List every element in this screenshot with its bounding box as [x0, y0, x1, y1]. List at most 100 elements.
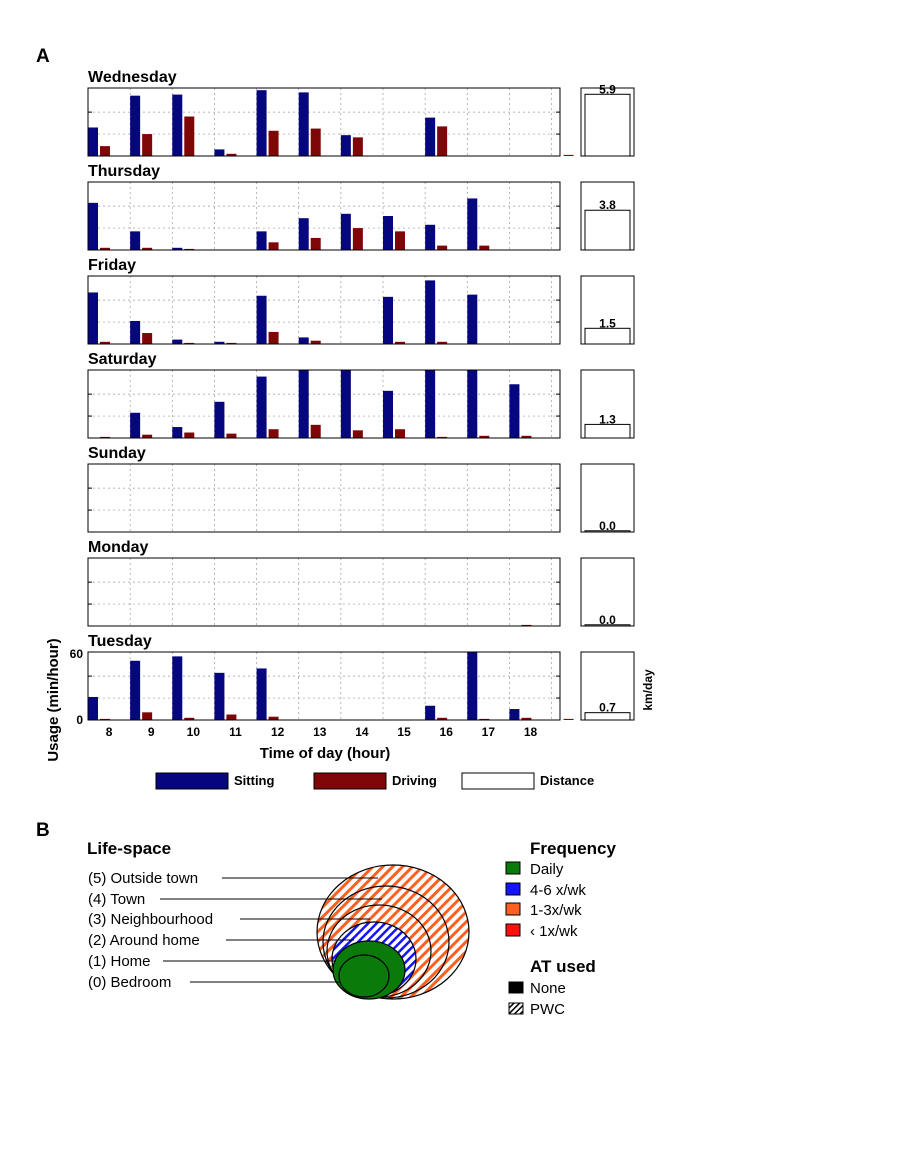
bar-driving	[563, 154, 574, 156]
bar-sitting	[130, 231, 141, 250]
plot-frame	[87, 463, 561, 533]
bar-sitting	[130, 320, 141, 344]
bar-driving	[226, 153, 237, 156]
bar-driving	[142, 247, 153, 250]
plot-frame	[87, 557, 561, 627]
bar-sitting	[298, 218, 309, 250]
bar-driving	[437, 717, 448, 720]
at-label-none: None	[530, 980, 566, 997]
bar-sitting	[256, 90, 267, 156]
bar-driving	[142, 134, 153, 156]
distance-value: 0.0	[599, 613, 616, 627]
freq-swatch-1-3	[505, 902, 521, 916]
x-tick-label: 9	[148, 725, 155, 739]
ellipse-bedroom	[338, 954, 390, 998]
life-space-diagram	[316, 864, 470, 1000]
bar-sitting	[298, 370, 309, 438]
bar-sitting	[298, 337, 309, 344]
bar-driving	[184, 432, 195, 438]
bar-sitting	[214, 341, 225, 344]
level-label-3: (3) Neighbourhood	[88, 911, 213, 928]
plot-border	[87, 369, 561, 439]
plot-border	[87, 463, 561, 533]
distance-frame	[580, 463, 635, 533]
plot-border	[87, 651, 561, 721]
bar-sitting	[425, 117, 436, 156]
day-title: Sunday	[88, 445, 146, 462]
distance-value: 0.7	[599, 701, 616, 715]
freq-label-1-3: 1-3x/wk	[530, 902, 582, 919]
bar-driving	[479, 718, 490, 720]
bar-sitting	[340, 213, 351, 250]
level-label-0: (0) Bedroom	[88, 974, 171, 991]
bar-sitting	[340, 135, 351, 156]
bar-driving	[226, 433, 237, 438]
bar-sitting	[88, 696, 98, 720]
freq-swatch-daily	[505, 861, 521, 875]
plot-border	[87, 557, 561, 627]
distance-frame	[580, 557, 635, 627]
panel-label-a: A	[36, 46, 50, 67]
bar-sitting	[467, 198, 478, 250]
bar-driving	[184, 248, 195, 250]
bar-driving	[310, 424, 321, 438]
bar-driving	[479, 435, 490, 438]
freq-label-daily: Daily	[530, 861, 564, 878]
distance-bar	[584, 530, 631, 533]
distance-value: 1.3	[599, 412, 616, 426]
frequency-title: Frequency	[530, 839, 617, 858]
legend-label-driving: Driving	[392, 773, 437, 788]
bar-sitting	[425, 705, 436, 720]
x-tick-label: 13	[313, 725, 327, 739]
distance-bar	[584, 712, 631, 721]
x-tick-label: 11	[229, 725, 242, 739]
distance-bar	[584, 209, 631, 251]
x-tick-labels: 8 9 10 11 12 13 14 15 16 17 18	[106, 725, 538, 739]
bar-sitting	[256, 295, 267, 344]
bar-driving	[184, 342, 195, 344]
bar-driving	[268, 242, 279, 250]
x-tick-label: 17	[482, 725, 496, 739]
bar-sitting	[509, 709, 520, 720]
day-title: Friday	[88, 257, 136, 274]
bar-driving	[437, 436, 448, 438]
bar-sitting	[256, 231, 267, 250]
distance-bar	[584, 624, 631, 627]
distance-value: 1.5	[599, 316, 616, 330]
bar-sitting	[425, 280, 436, 344]
bar-sitting	[383, 390, 393, 438]
bar-sitting	[130, 95, 141, 156]
distance-bar	[584, 93, 631, 157]
distance-value: 5.9	[599, 82, 616, 96]
at-used-title: AT used	[530, 957, 596, 976]
day-title: Tuesday	[88, 633, 152, 650]
bar-driving	[352, 228, 363, 250]
bar-driving	[310, 128, 321, 156]
distance-bar	[584, 423, 631, 439]
bar-driving	[437, 341, 448, 344]
x-tick-label: 12	[271, 725, 285, 739]
bar-driving	[184, 116, 195, 156]
bar-driving	[310, 237, 321, 250]
bar-driving	[142, 712, 153, 720]
plot-frame	[87, 369, 561, 439]
bar-driving	[100, 146, 110, 156]
bar-driving	[268, 331, 279, 344]
bar-sitting	[509, 384, 520, 438]
bar-sitting	[172, 94, 183, 156]
bar-sitting	[340, 370, 351, 438]
bar-sitting	[425, 224, 436, 250]
distance-bar	[584, 327, 631, 345]
bar-sitting	[425, 370, 436, 438]
x-axis-label: Time of day (hour)	[260, 745, 391, 762]
legend-label-sitting: Sitting	[234, 773, 274, 788]
level-label-5: (5) Outside town	[88, 870, 198, 887]
bar-driving	[352, 137, 363, 156]
day-title: Monday	[88, 539, 149, 556]
bar-driving	[352, 430, 363, 438]
bar-driving	[395, 429, 405, 438]
level-label-2: (2) Around home	[88, 932, 200, 949]
bar-sitting	[88, 292, 98, 344]
bar-sitting	[172, 339, 183, 344]
bar-driving	[268, 130, 279, 156]
